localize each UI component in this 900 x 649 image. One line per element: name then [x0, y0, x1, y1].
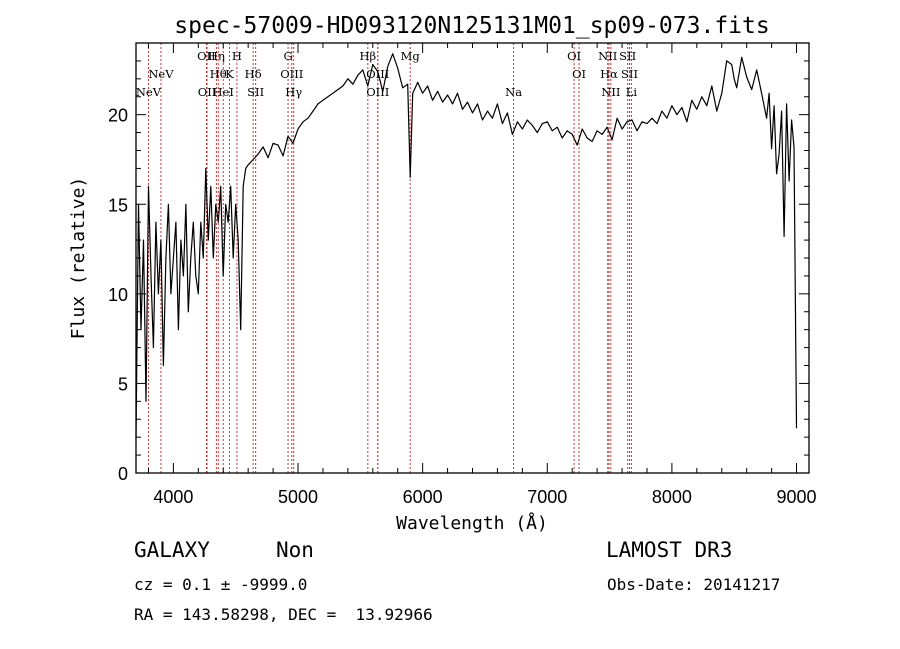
- spectral-line-label: G: [283, 49, 292, 63]
- spectral-line-label: SII: [621, 67, 638, 81]
- x-tick-label: 8000: [652, 487, 692, 507]
- spectrum-line: [135, 53, 798, 438]
- spectral-line-label: Na: [505, 85, 522, 99]
- spectral-line-label: Hα: [600, 67, 618, 81]
- spectral-line-label: NeV: [136, 85, 162, 99]
- spectral-line-label: NeV: [148, 67, 174, 81]
- object-class: GALAXY: [134, 538, 210, 562]
- spectral-line-label: Mg: [401, 49, 421, 63]
- y-tick-label: 5: [118, 374, 128, 394]
- y-tick-label: 15: [108, 195, 128, 215]
- x-tick-label: 5000: [278, 487, 318, 507]
- spectral-line-label: HeI: [213, 85, 234, 99]
- spectral-line-label: Hη: [208, 49, 225, 63]
- x-tick-label: 6000: [403, 487, 443, 507]
- y-tick-label: 0: [118, 464, 128, 484]
- x-axis-label: Wavelength (Å): [396, 512, 548, 534]
- spectral-line-label: OIII: [366, 85, 389, 99]
- x-tick-label: 4000: [153, 487, 193, 507]
- coordinates: RA = 143.58298, DEC = 13.92966: [134, 605, 433, 624]
- spectral-line-label: Hγ: [285, 85, 302, 99]
- y-axis-ticks: 0 5 10 15 20: [108, 60, 809, 484]
- spectral-line-label: SII: [619, 49, 636, 63]
- redshift-cz: cz = 0.1 ± -9999.0: [134, 575, 308, 594]
- spectral-line-label: OII: [197, 49, 216, 63]
- chart-title: spec-57009-HD093120N125131M01_sp09-073.f…: [174, 13, 769, 39]
- y-tick-label: 20: [108, 106, 128, 126]
- spectral-line-label: OII: [198, 85, 217, 99]
- x-tick-label: 9000: [777, 487, 817, 507]
- spectral-line-label: OI: [572, 67, 586, 81]
- spectral-line-label: NII: [598, 49, 617, 63]
- spectral-line-label: OI: [567, 49, 581, 63]
- spectral-line-label: NII: [601, 85, 620, 99]
- observation-date: Obs-Date: 20141217: [607, 575, 781, 594]
- y-tick-label: 10: [108, 285, 128, 305]
- spectral-line-labels: NeVNeVOIIOIIHηHθHeIKHHδSIIGOIIIHγHβOIIIO…: [136, 49, 638, 99]
- y-axis-label: Flux (relative): [68, 177, 89, 340]
- spectral-line-label: K: [225, 67, 234, 81]
- spectral-line-label: Hθ: [210, 67, 227, 81]
- spectral-line-label: Hβ: [359, 49, 376, 63]
- x-tick-label: 7000: [527, 487, 567, 507]
- x-axis-ticks: 4000 5000 6000 7000 8000 9000: [147, 43, 817, 507]
- spectral-line-label: SII: [247, 85, 264, 99]
- spectral-line-label: Li: [626, 85, 638, 99]
- spectral-line-label: H: [232, 49, 242, 63]
- survey-name: LAMOST DR3: [606, 538, 733, 562]
- object-subclass: Non: [276, 538, 314, 562]
- spectral-line-label: Hδ: [245, 67, 262, 81]
- spectral-line-label: OIII: [280, 67, 303, 81]
- spectral-line-markers: [147, 43, 632, 473]
